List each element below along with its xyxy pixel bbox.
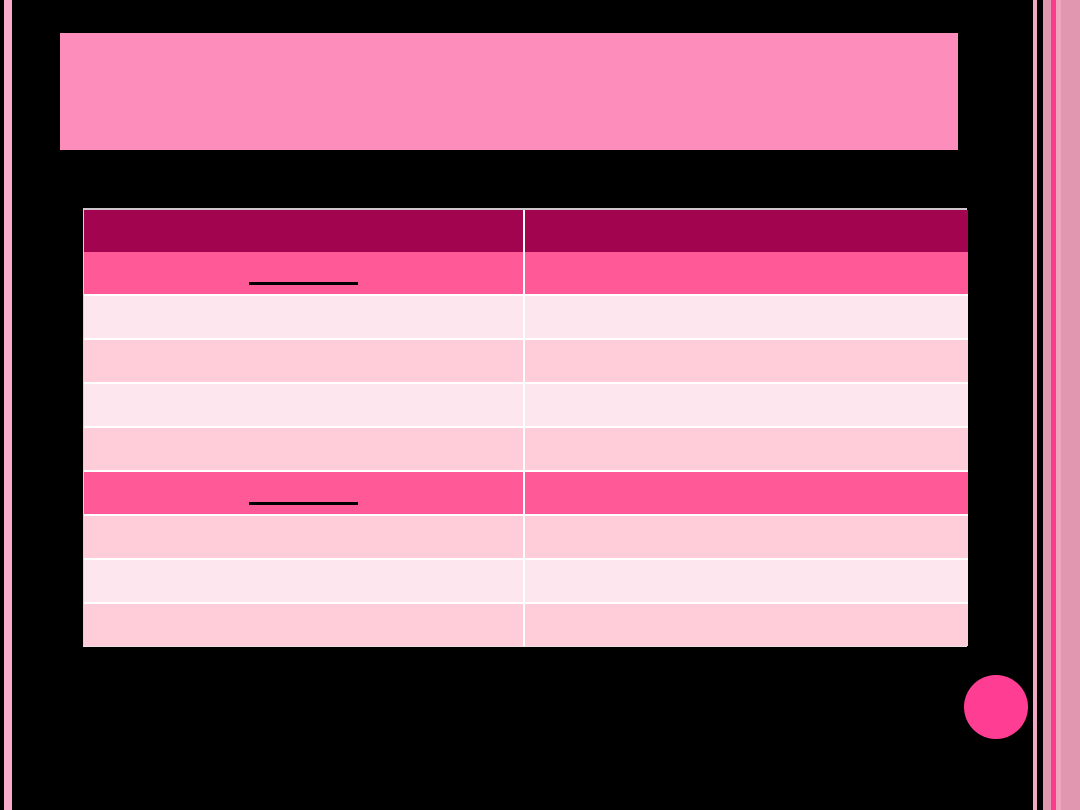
right-border-stripe-4 xyxy=(1056,0,1061,810)
table-cell[interactable] xyxy=(84,296,525,340)
content-table-body xyxy=(84,252,968,646)
table-row xyxy=(84,340,968,384)
table-cell[interactable] xyxy=(525,296,968,340)
accent-circle xyxy=(964,675,1028,739)
left-border-stripe xyxy=(4,0,12,810)
table-row xyxy=(84,560,968,604)
underline-mark xyxy=(249,502,358,505)
table-cell[interactable] xyxy=(84,560,525,604)
underline-mark xyxy=(249,282,358,285)
table-row xyxy=(84,384,968,428)
table-header-cell[interactable] xyxy=(84,210,525,252)
table-cell[interactable] xyxy=(525,516,968,560)
table-row xyxy=(84,252,968,296)
content-table xyxy=(83,208,968,647)
right-border-stripe-2 xyxy=(1043,0,1051,810)
table-cell[interactable] xyxy=(525,252,968,296)
table-cell[interactable] xyxy=(84,340,525,384)
right-border-stripe-5 xyxy=(1061,0,1080,810)
table-header-cell[interactable] xyxy=(525,210,968,252)
right-border-stripe-1 xyxy=(1033,0,1037,810)
table-cell[interactable] xyxy=(84,604,525,646)
table-cell[interactable] xyxy=(525,428,968,472)
table-cell[interactable] xyxy=(525,560,968,604)
table-row xyxy=(84,296,968,340)
table-cell[interactable] xyxy=(84,472,525,516)
table-cell[interactable] xyxy=(84,516,525,560)
table-cell[interactable] xyxy=(525,340,968,384)
table-cell[interactable] xyxy=(525,472,968,516)
table-row xyxy=(84,516,968,560)
table-cell[interactable] xyxy=(525,384,968,428)
table-row xyxy=(84,472,968,516)
table-cell[interactable] xyxy=(84,384,525,428)
table-header-row xyxy=(84,210,968,252)
table-cell[interactable] xyxy=(525,604,968,646)
table-row xyxy=(84,428,968,472)
table-row xyxy=(84,604,968,646)
title-placeholder[interactable] xyxy=(60,33,958,150)
right-border-stripe-3 xyxy=(1051,0,1056,810)
table-cell[interactable] xyxy=(84,252,525,296)
table-cell[interactable] xyxy=(84,428,525,472)
